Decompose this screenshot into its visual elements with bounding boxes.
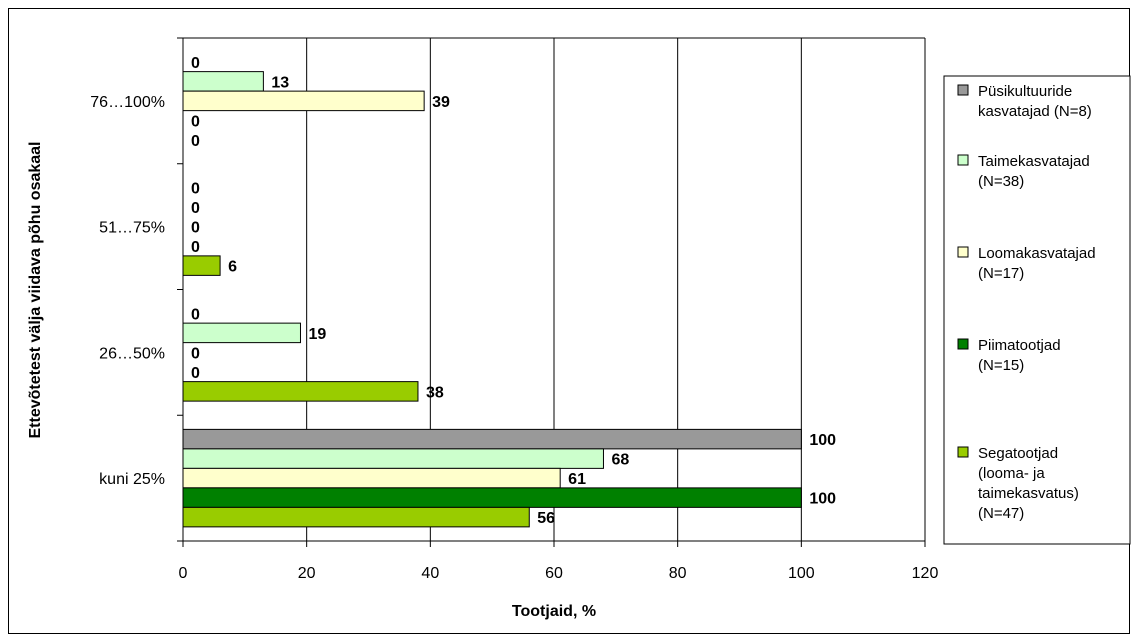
data-label: 0	[191, 113, 200, 130]
data-label: 56	[537, 510, 555, 527]
data-label: 100	[809, 491, 836, 508]
bar	[182, 487, 802, 508]
x-tick-label: 40	[421, 565, 439, 582]
legend-box	[943, 75, 1131, 545]
legend-swatch	[957, 446, 969, 458]
bar	[182, 448, 604, 469]
legend-swatch	[957, 154, 969, 166]
chart-frame	[8, 8, 1130, 634]
legend-swatch	[957, 246, 969, 258]
x-tick-label: 120	[912, 565, 939, 582]
bar	[182, 322, 301, 344]
data-label: 6	[228, 259, 237, 276]
x-tick-label: 100	[788, 565, 815, 582]
data-label: 100	[809, 432, 836, 449]
data-label: 0	[191, 306, 200, 323]
y-tick-label: 26…50%	[99, 345, 165, 362]
bar	[182, 71, 264, 92]
data-label: 13	[271, 74, 289, 91]
bar	[182, 90, 425, 112]
data-label: 68	[611, 452, 629, 469]
y-tick-label: kuni 25%	[99, 471, 165, 488]
bar	[182, 467, 561, 489]
legend-label: (N=38)	[978, 173, 1024, 190]
x-tick-label: 80	[669, 565, 687, 582]
data-label: 0	[191, 55, 200, 72]
bar	[182, 506, 530, 528]
legend-label: (N=17)	[978, 265, 1024, 282]
data-label: 19	[308, 326, 326, 343]
legend-label: Püsikultuuride	[978, 83, 1072, 100]
legend-label: Piimatootjad	[978, 337, 1061, 354]
legend-label: Loomakasvatajad	[978, 245, 1096, 262]
data-label: 39	[432, 94, 450, 111]
legend-label: Segatootjad	[978, 445, 1058, 462]
x-axis-title: Tootjaid, %	[512, 603, 596, 620]
legend-label: taimekasvatus)	[978, 485, 1079, 502]
bar	[182, 255, 221, 276]
data-label: 0	[191, 220, 200, 237]
legend-swatch	[957, 338, 969, 350]
data-label: 0	[191, 365, 200, 382]
x-tick-label: 60	[545, 565, 563, 582]
legend-label: (looma- ja	[978, 465, 1045, 482]
data-label: 0	[191, 345, 200, 362]
y-tick-label: 76…100%	[90, 94, 165, 111]
x-tick-label: 0	[179, 565, 188, 582]
y-axis-title: Ettevõtetest välja viidava põhu osakaal	[27, 141, 44, 438]
legend-label: kasvatajad (N=8)	[978, 103, 1092, 120]
data-label: 0	[191, 133, 200, 150]
bar	[182, 381, 419, 402]
x-tick-label: 20	[298, 565, 316, 582]
data-label: 0	[191, 239, 200, 256]
data-label: 61	[568, 471, 586, 488]
bar	[182, 428, 802, 450]
legend-swatch	[957, 84, 969, 96]
data-label: 0	[191, 200, 200, 217]
legend-label: (N=15)	[978, 357, 1024, 374]
data-label: 38	[426, 384, 444, 401]
legend-label: (N=47)	[978, 505, 1024, 522]
data-label: 0	[191, 181, 200, 198]
legend-label: Taimekasvatajad	[978, 153, 1090, 170]
y-tick-label: 51…75%	[99, 220, 165, 237]
